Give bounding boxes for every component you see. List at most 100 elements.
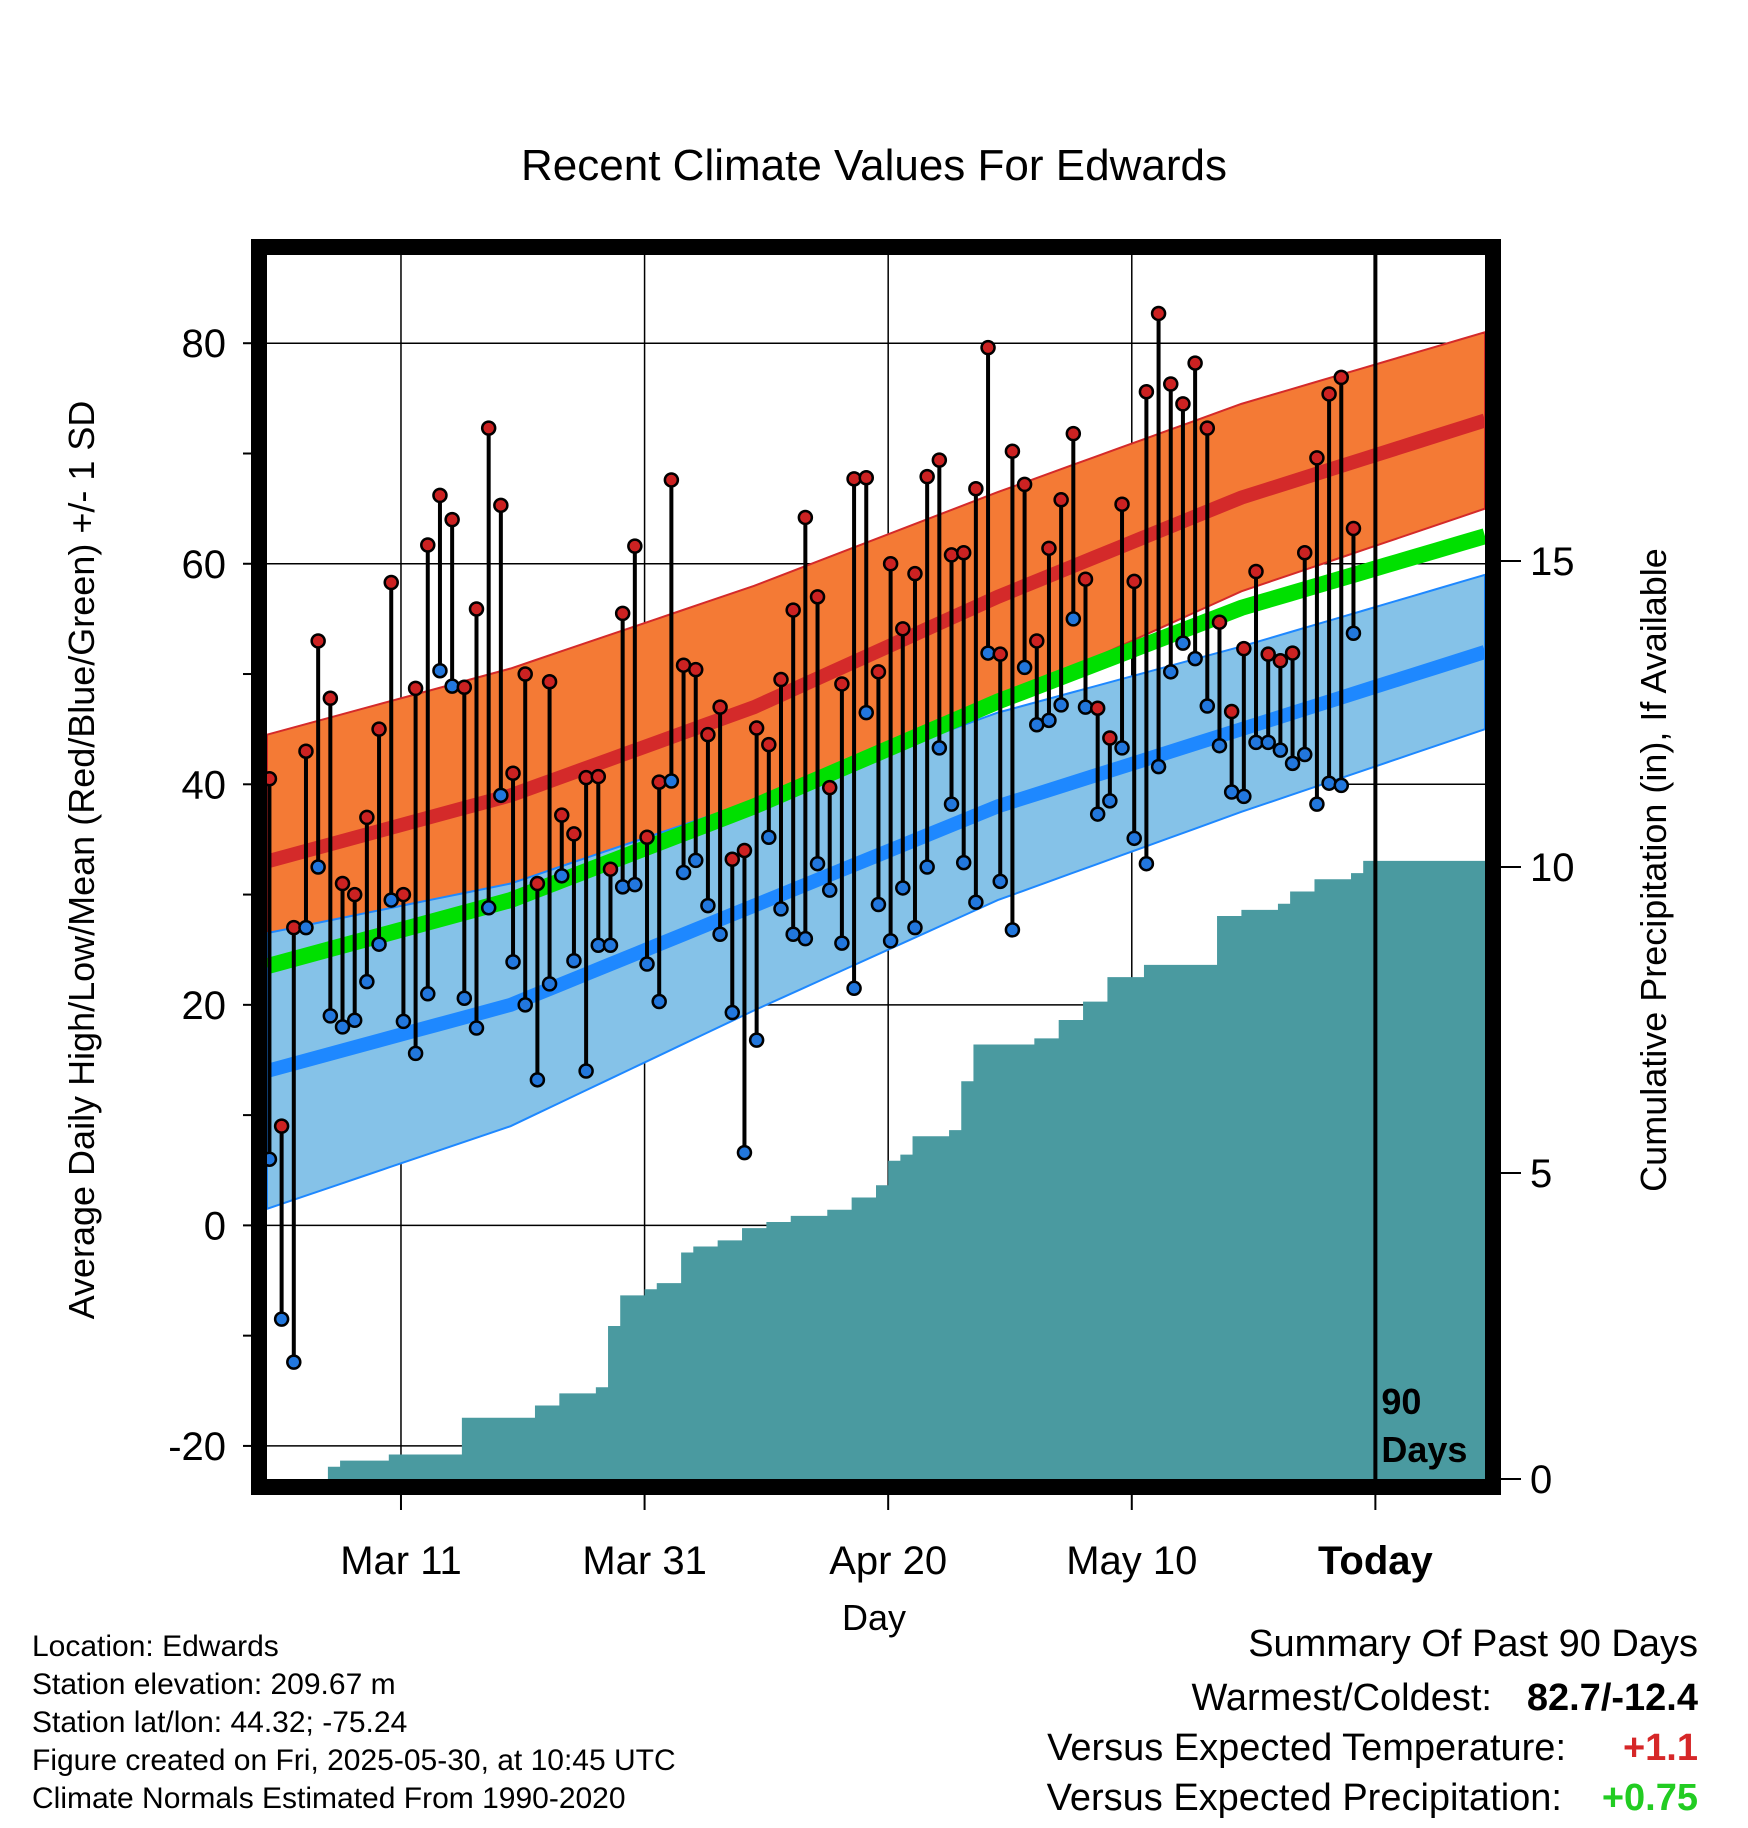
high-point — [627, 538, 643, 554]
high-point — [480, 420, 497, 436]
low-point — [1284, 755, 1301, 772]
low-point — [712, 926, 728, 943]
low-point — [517, 997, 533, 1013]
x-axis-label: Day — [842, 1597, 906, 1638]
low-point — [395, 1013, 412, 1030]
high-point — [919, 468, 935, 485]
high-point — [1321, 386, 1337, 402]
summary-heading: Summary Of Past 90 Days — [1248, 1623, 1698, 1665]
high-point — [322, 690, 339, 707]
high-point — [505, 765, 521, 782]
high-point — [943, 547, 960, 563]
low-point — [480, 900, 497, 916]
temp-anomaly-value: +1.1 — [1623, 1727, 1698, 1769]
y2-tick-label: 0 — [1530, 1458, 1552, 1502]
low-point — [1053, 697, 1069, 713]
high-point — [1163, 376, 1179, 392]
low-point — [1309, 796, 1325, 812]
low-point — [407, 1045, 424, 1062]
precipitation-area — [315, 860, 1486, 1479]
low-point — [1260, 734, 1276, 751]
high-point — [1138, 383, 1155, 400]
low-point — [651, 993, 667, 1010]
low-point — [834, 935, 850, 951]
low-point — [554, 868, 570, 884]
low-point — [1089, 806, 1106, 822]
low-point — [846, 980, 862, 997]
low-point — [602, 937, 619, 954]
low-point — [614, 879, 631, 895]
low-point — [943, 796, 960, 812]
x-tick-label: Mar 11 — [340, 1539, 462, 1583]
x-tick-label: May 10 — [1066, 1539, 1197, 1583]
high-point — [736, 842, 753, 859]
high-point — [444, 511, 460, 528]
high-point — [955, 544, 972, 561]
plot-area — [261, 255, 1488, 1479]
normal-bands — [264, 330, 1488, 1211]
high-point — [614, 605, 631, 622]
high-point — [602, 861, 619, 877]
x-tick-label: Mar 31 — [582, 1539, 707, 1583]
high-point — [334, 875, 351, 892]
low-point — [870, 896, 887, 913]
low-point — [1345, 625, 1362, 641]
high-point — [1089, 700, 1106, 716]
y-axis-ticks: -20 0 20 40 60 80 — [168, 322, 251, 1469]
today-days-word: Days — [1381, 1429, 1467, 1470]
low-point — [541, 976, 558, 992]
low-point — [639, 956, 655, 972]
high-point — [1199, 420, 1216, 436]
low-point — [907, 919, 923, 936]
high-point — [566, 826, 582, 842]
low-point — [1138, 855, 1155, 872]
high-point — [1053, 492, 1069, 508]
high-point — [870, 664, 887, 680]
high-point — [1236, 640, 1252, 657]
high-point — [748, 720, 765, 736]
high-point — [541, 673, 558, 690]
low-point — [931, 740, 948, 756]
high-point — [529, 875, 546, 892]
low-point — [955, 854, 972, 871]
high-point — [359, 809, 375, 826]
low-point — [420, 986, 436, 1002]
high-point — [1126, 573, 1142, 590]
high-point — [639, 829, 655, 845]
high-point — [1333, 369, 1350, 386]
low-point — [1321, 775, 1337, 791]
daily-range-stems — [267, 313, 1356, 1363]
high-point — [1211, 614, 1228, 630]
info-created: Figure created on Fri, 2025-05-30, at 10… — [32, 1744, 676, 1777]
high-point — [895, 621, 911, 637]
low-point — [383, 892, 399, 908]
high-point — [712, 699, 728, 715]
warm-cold-label: Warmest/Coldest: — [1191, 1677, 1492, 1719]
low-point — [1102, 793, 1118, 809]
low-point — [1016, 659, 1033, 676]
low-point — [1114, 740, 1130, 756]
high-point — [1114, 496, 1130, 512]
high-point — [371, 721, 387, 737]
low-point — [432, 662, 448, 679]
high-point — [773, 671, 789, 688]
low-point — [1272, 742, 1289, 758]
high-point — [517, 666, 533, 682]
low-point — [1163, 664, 1179, 680]
high-point — [1284, 645, 1301, 661]
low-point — [675, 864, 692, 881]
low-point — [286, 1354, 302, 1370]
high-point — [554, 807, 570, 823]
high-point — [700, 726, 716, 743]
high-point — [273, 1118, 290, 1134]
high-point — [785, 602, 801, 618]
high-point — [1041, 540, 1057, 557]
low-point — [919, 859, 935, 875]
high-point — [907, 565, 923, 582]
high-point — [1004, 443, 1021, 460]
mean-normal-line — [264, 528, 1488, 974]
high-point — [383, 574, 399, 591]
high-point — [1150, 305, 1167, 322]
high-point — [821, 779, 838, 796]
high-point — [858, 469, 875, 486]
